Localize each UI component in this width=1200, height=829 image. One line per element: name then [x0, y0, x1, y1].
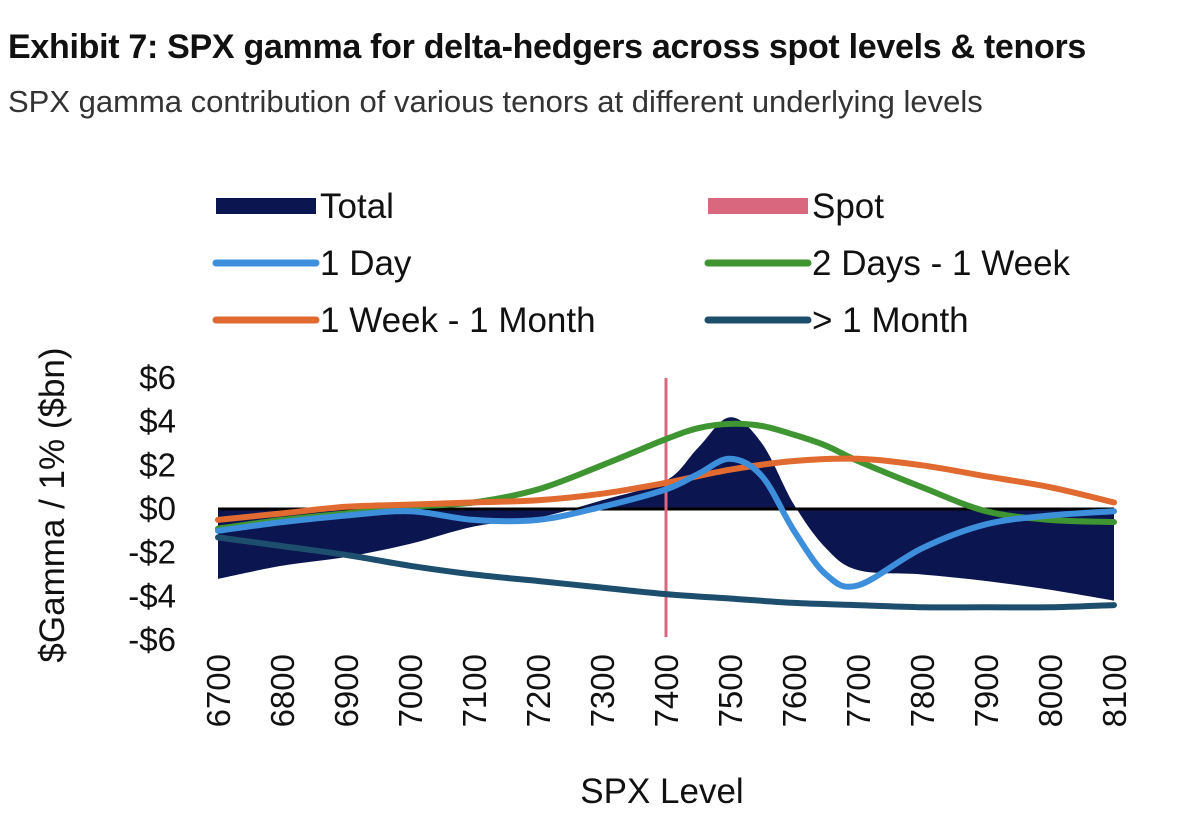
- legend-label: 1 Day: [320, 244, 412, 283]
- legend-label: 2 Days - 1 Week: [812, 244, 1071, 283]
- x-tick-label: 7600: [776, 654, 813, 727]
- legend-item-spot: Spot: [708, 187, 884, 226]
- x-tick-label: 8000: [1032, 654, 1069, 727]
- y-tick-label: -$2: [128, 534, 176, 571]
- x-tick-label: 6800: [264, 654, 301, 727]
- legend-item-2-days-1-week: 2 Days - 1 Week: [704, 244, 1071, 283]
- x-tick-label: 6700: [200, 654, 237, 727]
- y-tick-label: -$4: [128, 577, 176, 614]
- plot-area: [215, 378, 1117, 637]
- y-tick-label: $2: [139, 446, 176, 483]
- x-tick-label: 7200: [520, 654, 557, 727]
- x-tick-label: 6900: [328, 654, 365, 727]
- x-tick-label: 7300: [584, 654, 621, 727]
- chart-subtitle: SPX gamma contribution of various tenors…: [8, 84, 983, 119]
- series-1-month-line: [215, 534, 1117, 611]
- legend-item-1-week-1-month: 1 Week - 1 Month: [212, 301, 596, 340]
- y-tick-label: $0: [139, 490, 176, 527]
- x-axis-ticks: 6700 6800 6900 7000 7100 7200 7300 7400 7500 7600…: [200, 654, 1133, 727]
- y-axis-label: $Gamma / 1% ($bn): [33, 347, 72, 662]
- x-tick-label: 7100: [456, 654, 493, 727]
- x-tick-label: 7800: [904, 654, 941, 727]
- y-tick-label: $6: [139, 359, 176, 396]
- x-tick-label: 7700: [840, 654, 877, 727]
- legend-label: Total: [320, 187, 394, 226]
- x-tick-label: 7400: [648, 654, 685, 727]
- legend-label: 1 Week - 1 Month: [320, 301, 596, 340]
- legend-item-total: Total: [216, 187, 394, 226]
- x-tick-label: 7500: [712, 654, 749, 727]
- chart-legend: Total Spot 1 Day 2 Days - 1 Week 1 Week - 1 …: [212, 187, 1071, 340]
- legend-label: Spot: [812, 187, 884, 226]
- legend-swatch: [708, 198, 808, 214]
- x-tick-label: 7900: [968, 654, 1005, 727]
- y-axis-ticks: $6 $4 $2 $0 -$2 -$4 -$6: [128, 359, 176, 658]
- y-tick-label: -$6: [128, 621, 176, 658]
- legend-swatch: [216, 198, 316, 214]
- legend-item-1-month: > 1 Month: [704, 301, 969, 340]
- x-axis-label: SPX Level: [580, 772, 743, 811]
- chart-title: Exhibit 7: SPX gamma for delta-hedgers a…: [8, 28, 1086, 66]
- x-tick-label: 7000: [392, 654, 429, 727]
- y-tick-label: $4: [139, 403, 176, 440]
- series-1-week-1-month-line: [215, 455, 1117, 523]
- legend-label: > 1 Month: [812, 301, 969, 340]
- legend-item-1-day: 1 Day: [212, 244, 412, 283]
- series-1-day-line: [215, 455, 1117, 590]
- x-tick-label: 8100: [1096, 654, 1133, 727]
